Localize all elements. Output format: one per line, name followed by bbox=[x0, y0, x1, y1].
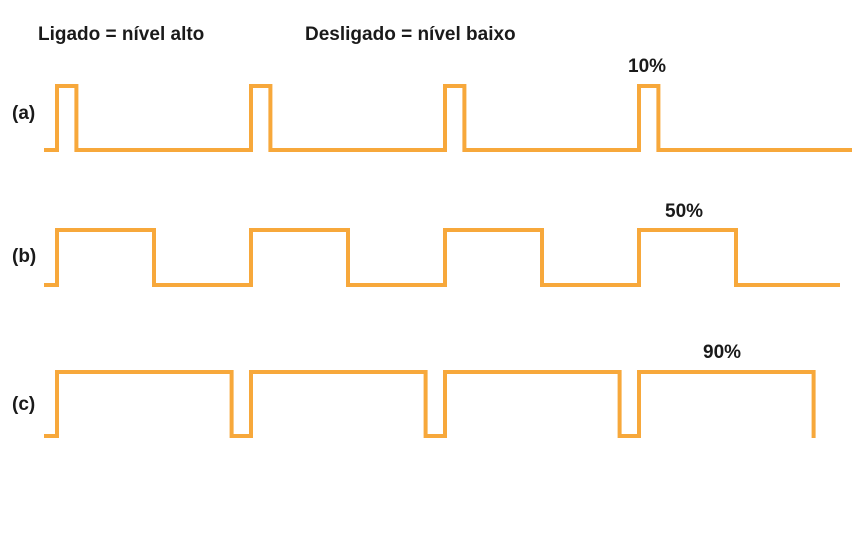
row-a-label: (a) bbox=[12, 103, 36, 124]
pwm-waveform-b bbox=[44, 228, 840, 287]
pwm-waveform-c bbox=[44, 370, 816, 438]
legend-off-label: Desligado = nível baixo bbox=[305, 24, 516, 45]
duty-cycle-label-c: 90% bbox=[703, 342, 742, 363]
duty-cycle-label-b: 50% bbox=[665, 201, 704, 222]
row-b-label: (b) bbox=[12, 246, 37, 267]
pwm-waveform-a bbox=[44, 84, 852, 152]
row-c-label: (c) bbox=[12, 394, 36, 415]
legend-on-label: Ligado = nível alto bbox=[38, 24, 205, 45]
duty-cycle-label-a: 10% bbox=[628, 56, 667, 77]
